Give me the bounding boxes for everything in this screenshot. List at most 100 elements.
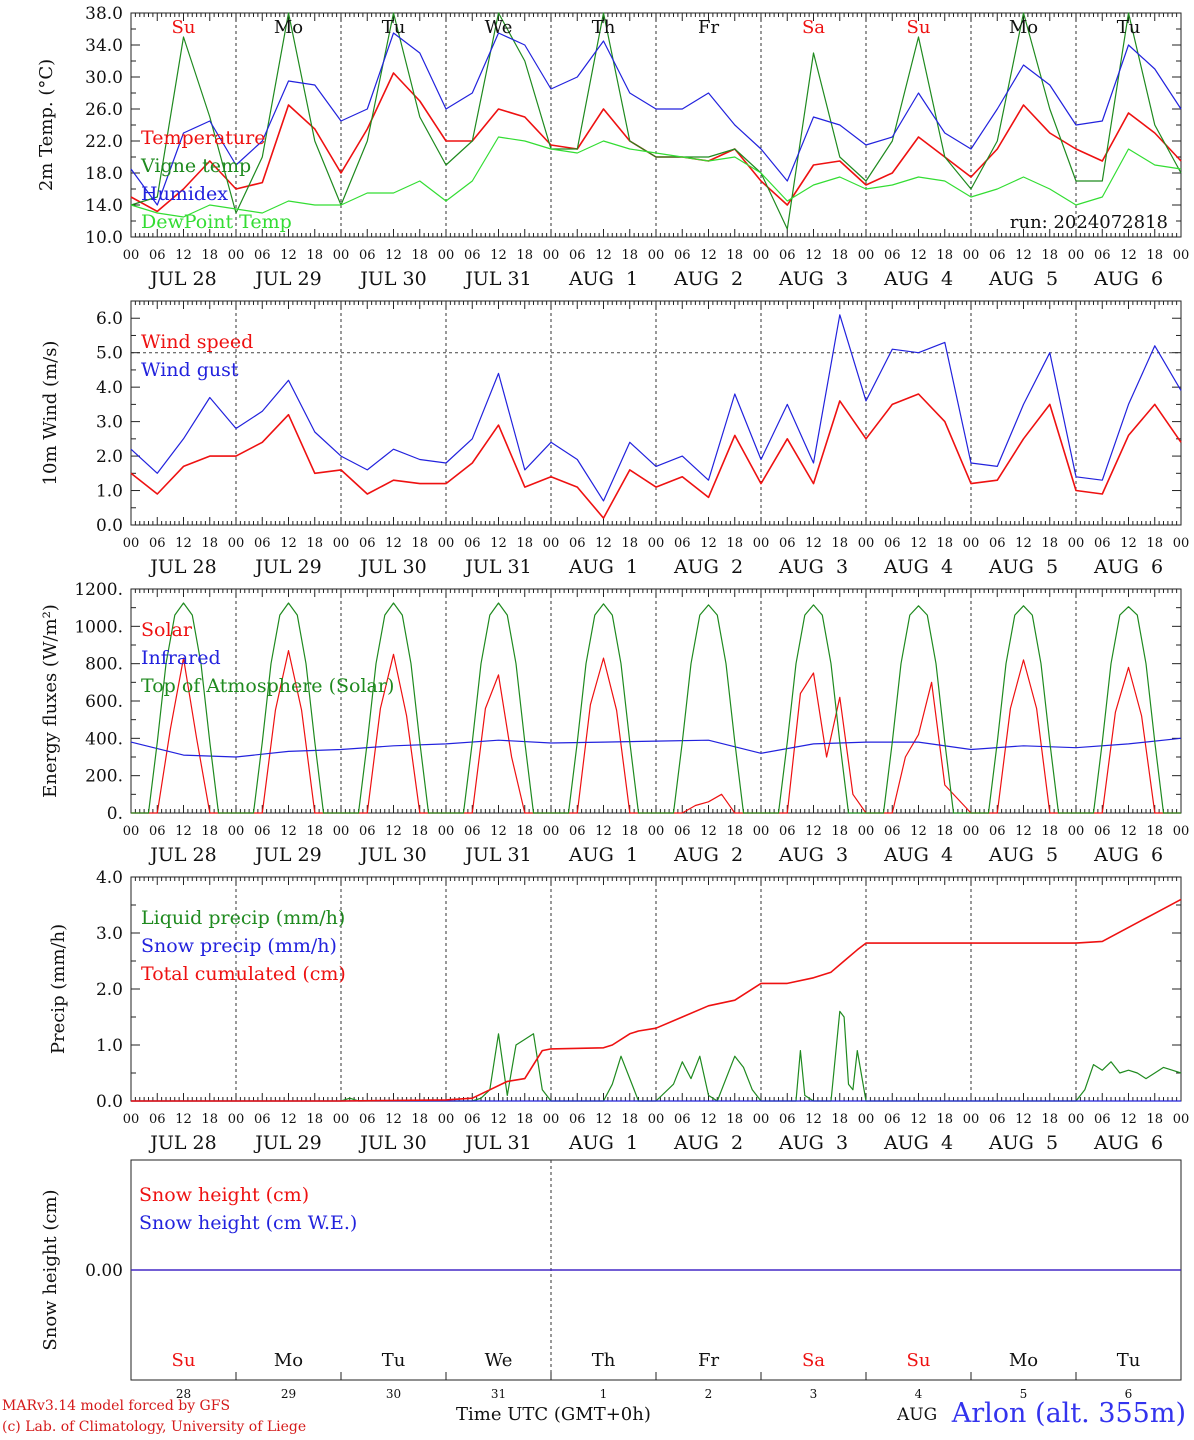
hour-tick-label: 18 [621,248,638,263]
hour-tick-label: 06 [1094,824,1111,839]
hour-tick-label: 12 [1015,1112,1032,1127]
hour-tick-label: 18 [411,1112,428,1127]
legend-entry: Vigne temp [140,155,251,177]
hour-tick-label: 12 [805,536,822,551]
hour-tick-label: 06 [884,248,901,263]
date-label: AUG 4 [883,556,953,578]
legend-entry: Liquid precip (mm/h) [141,907,345,929]
y-tick-label: 1.0 [96,482,123,502]
hour-tick-label: 12 [1015,248,1032,263]
hour-tick-label: 12 [385,536,402,551]
day-number-label: 6 [1125,1387,1133,1401]
hour-tick-label: 06 [779,248,796,263]
y-axis-label: Precip (mm/h) [48,924,69,1054]
panel-5: Su Mo Tu We Th Fr Sa Su Mo Tu 28 29 30 31 1 2 3 4 5 6 0.00 Sn… [40,1159,1182,1401]
hour-tick-label: 18 [516,248,533,263]
hour-tick-label: 00 [963,1112,980,1127]
hour-tick-label: 00 [753,1112,770,1127]
hour-tick-label: 18 [831,1112,848,1127]
hour-tick-label: 00 [648,1112,665,1127]
y-tick-label: 1000. [74,617,123,637]
hour-tick-label: 00 [543,248,560,263]
y-tick-label: 4.0 [96,868,123,888]
hour-tick-label: 12 [385,824,402,839]
hour-tick-label: 12 [490,1112,507,1127]
y-axis-label: Snow height (cm) [40,1189,61,1350]
date-label: AUG 4 [883,1132,953,1154]
hour-tick-label: 12 [700,248,717,263]
date-label: AUG 6 [1093,268,1163,290]
series-line [131,1010,1182,1102]
hour-tick-label: 00 [438,1112,455,1127]
y-tick-label: 800. [85,655,123,675]
hour-tick-label: 00 [228,824,245,839]
hour-tick-label: 12 [175,536,192,551]
hour-tick-label: 12 [700,1112,717,1127]
y-tick-label: 5.0 [96,344,123,364]
legend-entry: Total cumulated (cm) [141,963,346,985]
hour-tick-label: 06 [884,824,901,839]
y-tick-label: 200. [85,767,123,787]
date-label: AUG 1 [568,1132,638,1154]
hour-tick-label: 18 [726,1112,743,1127]
hour-tick-label: 06 [359,824,376,839]
hour-tick-label: 18 [1041,824,1058,839]
date-label: AUG 3 [778,1132,848,1154]
date-label: JUL 29 [253,844,321,866]
plot-frame [130,588,1182,814]
weekday-label: Fr [698,1350,719,1371]
hour-tick-label: 18 [516,536,533,551]
y-tick-label: 0. [107,804,123,824]
hour-tick-label: 18 [1041,248,1058,263]
date-label: JUL 28 [148,556,216,578]
y-tick-label: 3.0 [96,413,123,433]
series-line [130,393,1182,519]
date-label: AUG 4 [883,844,953,866]
date-label: JUL 30 [358,844,426,866]
hour-tick-label: 06 [989,248,1006,263]
hour-tick-label: 06 [989,536,1006,551]
hour-tick-label: 06 [884,536,901,551]
hour-tick-label: 12 [805,248,822,263]
hour-tick-label: 00 [858,248,875,263]
hour-tick-label: 06 [254,1112,271,1127]
hour-tick-label: 12 [805,1112,822,1127]
weekday-label: Mo [1009,17,1038,38]
hour-tick-label: 18 [306,824,323,839]
hour-tick-label: 00 [1173,536,1190,551]
hour-tick-label: 00 [543,1112,560,1127]
hour-tick-label: 06 [254,536,271,551]
y-tick-label: 22.0 [85,132,123,152]
panel-1: 00 06 12 18 00 06 12 18 00 06 12 18 00 06 12 18 00 06 12 18… [36,4,1189,290]
hour-tick-label: 12 [700,824,717,839]
hour-tick-label: 00 [963,536,980,551]
hour-tick-label: 12 [595,536,612,551]
y-axis-label: 10m Wind (m/s) [40,341,61,486]
weekday-label: Tu [1117,1350,1141,1371]
hour-tick-label: 18 [201,824,218,839]
hour-tick-label: 18 [1146,824,1163,839]
legend-entry: Snow precip (mm/h) [141,935,337,957]
hour-tick-label: 12 [700,536,717,551]
weekday-label: We [485,17,513,38]
hour-tick-label: 00 [963,248,980,263]
hour-tick-label: 18 [306,1112,323,1127]
y-tick-label: 38.0 [85,4,123,24]
weekday-label: Su [907,1350,931,1371]
date-label: JUL 30 [358,268,426,290]
hour-tick-label: 12 [490,824,507,839]
y-tick-label: 600. [85,692,123,712]
hour-tick-label: 00 [753,824,770,839]
hour-tick-label: 18 [831,824,848,839]
hour-tick-label: 00 [1173,248,1190,263]
hour-tick-label: 06 [569,248,586,263]
legend-entry: DewPoint Temp [141,211,292,233]
hour-tick-label: 00 [963,824,980,839]
hour-tick-label: 06 [254,248,271,263]
date-label: AUG 1 [568,844,638,866]
weekday-label: Tu [1117,17,1141,38]
day-number-label: 28 [176,1387,191,1401]
hour-tick-label: 12 [1120,1112,1137,1127]
hour-tick-label: 06 [254,824,271,839]
